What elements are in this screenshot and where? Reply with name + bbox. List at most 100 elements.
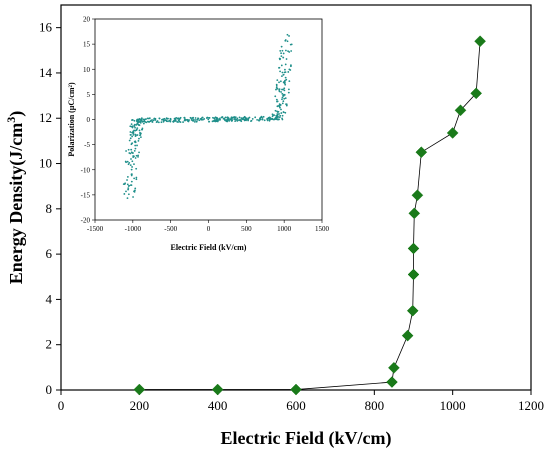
inset-data-point: [129, 133, 132, 136]
inset-y-tick-label: 0: [87, 116, 91, 124]
inset-data-point: [213, 120, 215, 123]
inset-data-point: [282, 56, 285, 59]
inset-data-point: [281, 102, 284, 105]
inset-y-tick-label: -15: [81, 191, 91, 199]
data-point: [470, 87, 483, 100]
inset-data-point: [271, 115, 274, 118]
inset-data-point: [134, 157, 137, 159]
inset-data-point: [283, 87, 286, 90]
inset-data-point: [138, 129, 141, 132]
inset-data-point: [172, 121, 175, 123]
data-point: [133, 383, 146, 396]
inset-data-point: [133, 163, 135, 166]
inset-x-tick-label: 0: [207, 225, 211, 233]
inset-data-point: [278, 66, 280, 69]
inset-data-point: [135, 123, 138, 126]
inset-data-point: [154, 117, 157, 120]
inset-data-point: [125, 150, 127, 152]
inset-data-point: [134, 147, 137, 150]
inset-data-point: [124, 182, 127, 185]
inset-data-point: [284, 83, 287, 86]
inset-data-point: [128, 139, 131, 142]
inset-data-point: [131, 119, 133, 121]
inset-data-point: [187, 120, 190, 123]
inset-data-point: [127, 187, 130, 190]
inset-data-point: [127, 148, 130, 151]
inset-x-tick-label: -500: [164, 225, 177, 233]
inset-data-point: [230, 116, 233, 119]
inset-y-axis-title: Polarization (μC/cm²): [67, 82, 76, 157]
inset-x-tick-label: 500: [241, 225, 252, 233]
inset-data-point: [133, 124, 136, 127]
inset-data-point: [151, 119, 154, 121]
inset-data-point: [125, 161, 127, 164]
inset-data-point: [244, 116, 247, 119]
inset-data-point: [283, 94, 286, 96]
inset-data-point: [128, 162, 131, 164]
inset-data-point: [139, 120, 142, 123]
inset-data-point: [136, 127, 139, 130]
inset-data-point: [134, 126, 136, 129]
inset-data-point: [239, 119, 242, 121]
x-tick-label: 600: [286, 398, 306, 413]
inset-data-point: [275, 85, 278, 87]
x-tick-label: 1200: [518, 398, 544, 413]
inset-data-point: [194, 119, 197, 121]
y-tick-label: 12: [39, 110, 52, 125]
inset-data-point: [130, 184, 133, 186]
inset-data-point: [285, 58, 288, 60]
inset-data-point: [214, 116, 217, 119]
inset-x-tick-label: -1500: [87, 225, 104, 233]
inset-data-point: [285, 104, 288, 107]
inset-data-point: [214, 120, 217, 123]
inset-data-point: [283, 71, 286, 74]
data-point: [415, 146, 428, 159]
inset-data-point: [221, 116, 224, 119]
inset-data-point: [281, 92, 284, 95]
inset-data-point: [241, 117, 243, 120]
inset-data-point: [135, 176, 138, 179]
inset-data-point: [158, 117, 161, 120]
inset-data-point: [281, 98, 283, 101]
data-point: [386, 376, 398, 388]
inset-data-point: [276, 115, 279, 118]
inset-data-point: [130, 168, 133, 171]
data-point: [446, 127, 459, 139]
inset-data-point: [280, 52, 283, 55]
inset-data-point: [195, 120, 198, 123]
data-point: [454, 104, 467, 117]
inset-data-point: [123, 193, 126, 195]
inset-data-point: [135, 167, 138, 170]
inset-data-point: [134, 144, 137, 147]
inset-data-point: [251, 118, 254, 120]
inset-data-point: [284, 97, 287, 100]
inset-data-point: [168, 119, 171, 122]
inset-data-point: [130, 151, 133, 154]
inset-data-point: [285, 49, 287, 52]
inset-data-point: [135, 128, 138, 131]
inset-data-point: [225, 120, 228, 123]
inset-data-point: [279, 114, 282, 117]
inset-data-point: [280, 112, 283, 114]
inset-data-point: [138, 118, 141, 121]
inset-data-point: [133, 119, 136, 122]
inset-data-point: [179, 121, 182, 124]
inset-data-point: [133, 150, 136, 152]
inset-data-point: [260, 115, 263, 118]
inset-data-point: [277, 118, 280, 121]
inset-data-point: [132, 133, 135, 136]
x-tick-label: 400: [208, 398, 228, 413]
inset-data-point: [227, 118, 230, 121]
inset-data-point: [243, 118, 246, 121]
inset-y-tick-label: -5: [84, 141, 90, 149]
inset-data-point: [280, 55, 283, 58]
inset-data-point: [282, 52, 285, 55]
data-point: [211, 383, 224, 396]
inset-data-point: [194, 117, 197, 119]
inset-data-point: [144, 121, 147, 123]
inset-data-point: [261, 118, 264, 120]
inset-data-point: [128, 184, 131, 187]
inset-data-point: [197, 117, 200, 120]
inset-data-point: [284, 79, 286, 82]
